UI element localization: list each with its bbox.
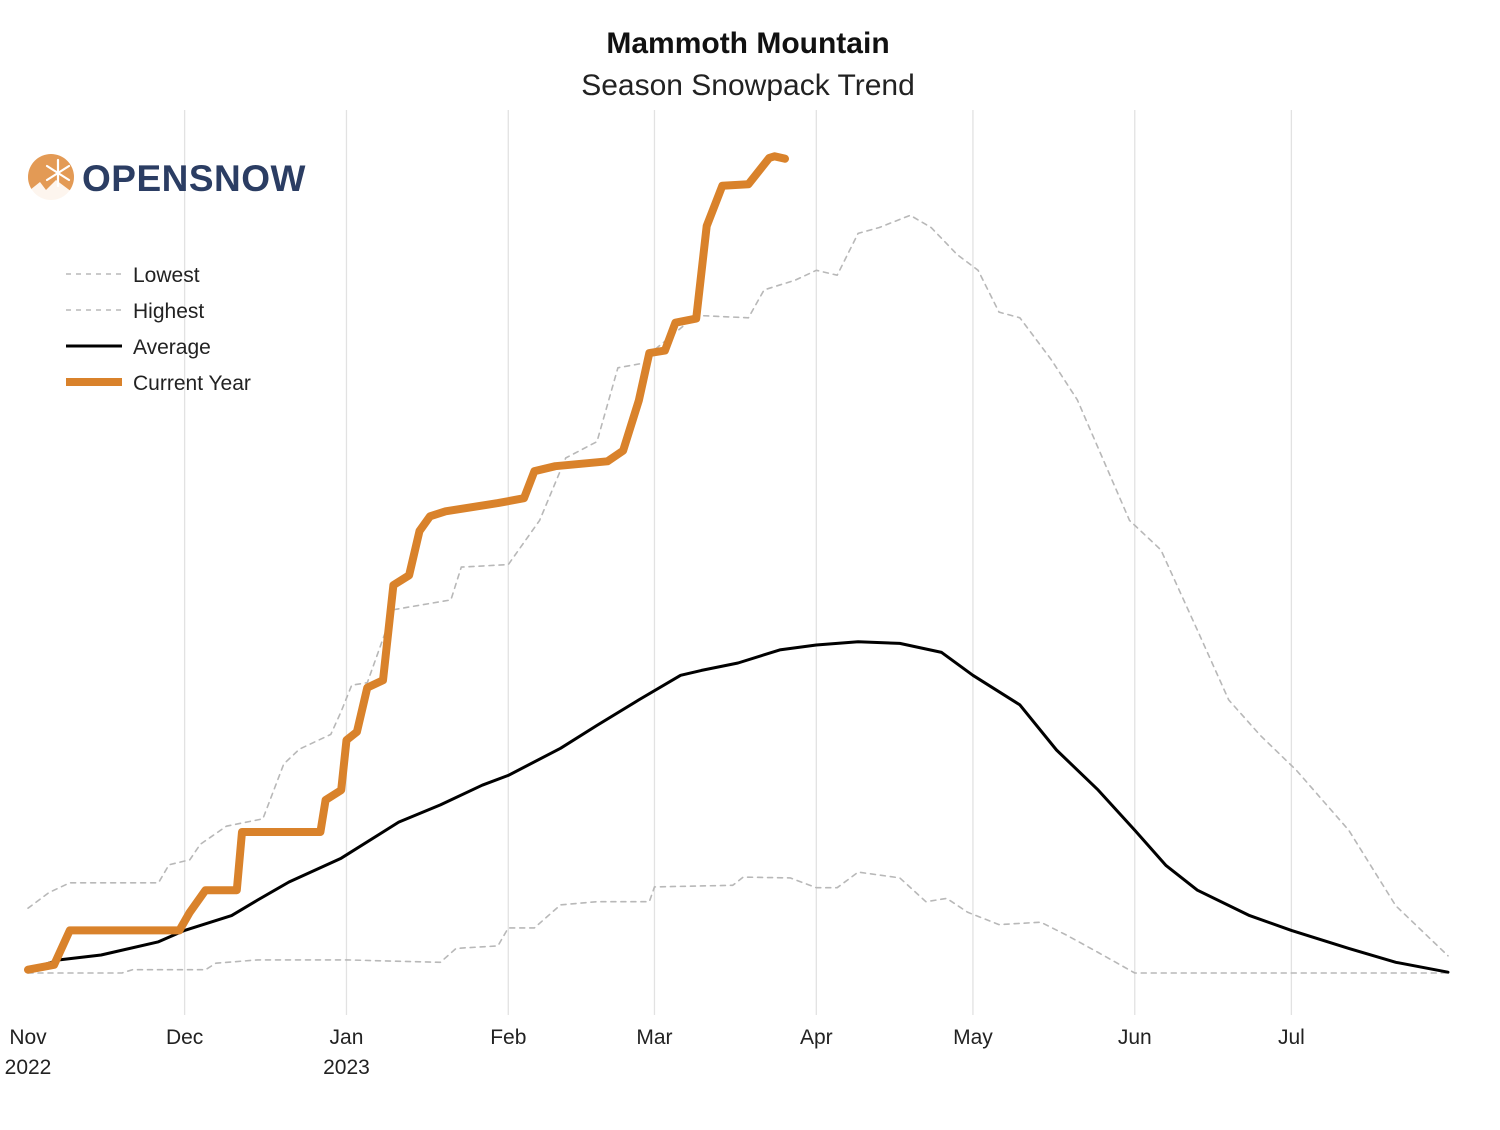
legend-label: Lowest — [133, 264, 200, 287]
x-tick-label: May — [953, 1026, 993, 1049]
x-tick-label: Feb — [490, 1026, 526, 1049]
x-tick-label: Jul — [1278, 1026, 1305, 1049]
gridlines — [183, 110, 1293, 1015]
x-tick-label: Jun — [1118, 1026, 1152, 1049]
x-tick-label: Jan — [330, 1026, 364, 1049]
x-tick-label: Apr — [800, 1026, 833, 1049]
snowflake-mountain-icon — [28, 154, 74, 200]
x-tick-label: Dec — [166, 1026, 203, 1049]
x-tick-year: 2022 — [5, 1056, 52, 1079]
chart-title: Mammoth Mountain — [606, 27, 889, 60]
legend-label: Current Year — [133, 372, 251, 395]
series-current-year — [24, 152, 789, 974]
logo-text: OPENSNOW — [82, 158, 306, 199]
x-tick-year: 2023 — [323, 1056, 370, 1079]
series-lowest — [27, 871, 1449, 974]
x-tick-label: Nov — [9, 1026, 47, 1049]
x-axis-ticks: Nov 2022 Dec Jan 2023 Feb Mar Apr May Jun Jul — [5, 1026, 1305, 1079]
series-average — [26, 640, 1450, 974]
legend-label: Highest — [133, 300, 204, 323]
opensnow-logo: OPENSNOW — [28, 154, 306, 200]
series-lines — [24, 152, 1450, 974]
x-tick-label: Mar — [636, 1026, 672, 1049]
legend-label: Average — [133, 336, 211, 359]
legend: Lowest Highest Average Current Year — [66, 264, 251, 395]
chart-subtitle: Season Snowpack Trend — [581, 69, 915, 102]
